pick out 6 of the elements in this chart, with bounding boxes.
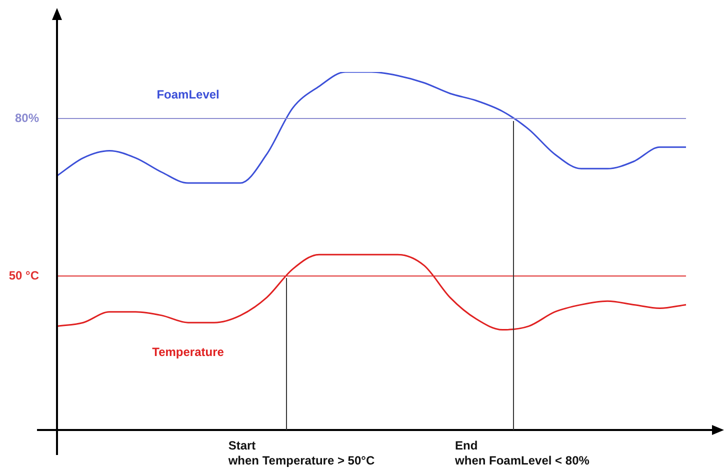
text: End when FoamLevel < 80%: [454, 438, 590, 468]
text: FoamLevel: [156, 87, 220, 102]
text: 50 °C: [8, 268, 40, 282]
text: Start when Temperature > 50°C: [227, 438, 375, 468]
series-label: Temperature: [152, 344, 224, 359]
text: 80%: [14, 110, 40, 125]
